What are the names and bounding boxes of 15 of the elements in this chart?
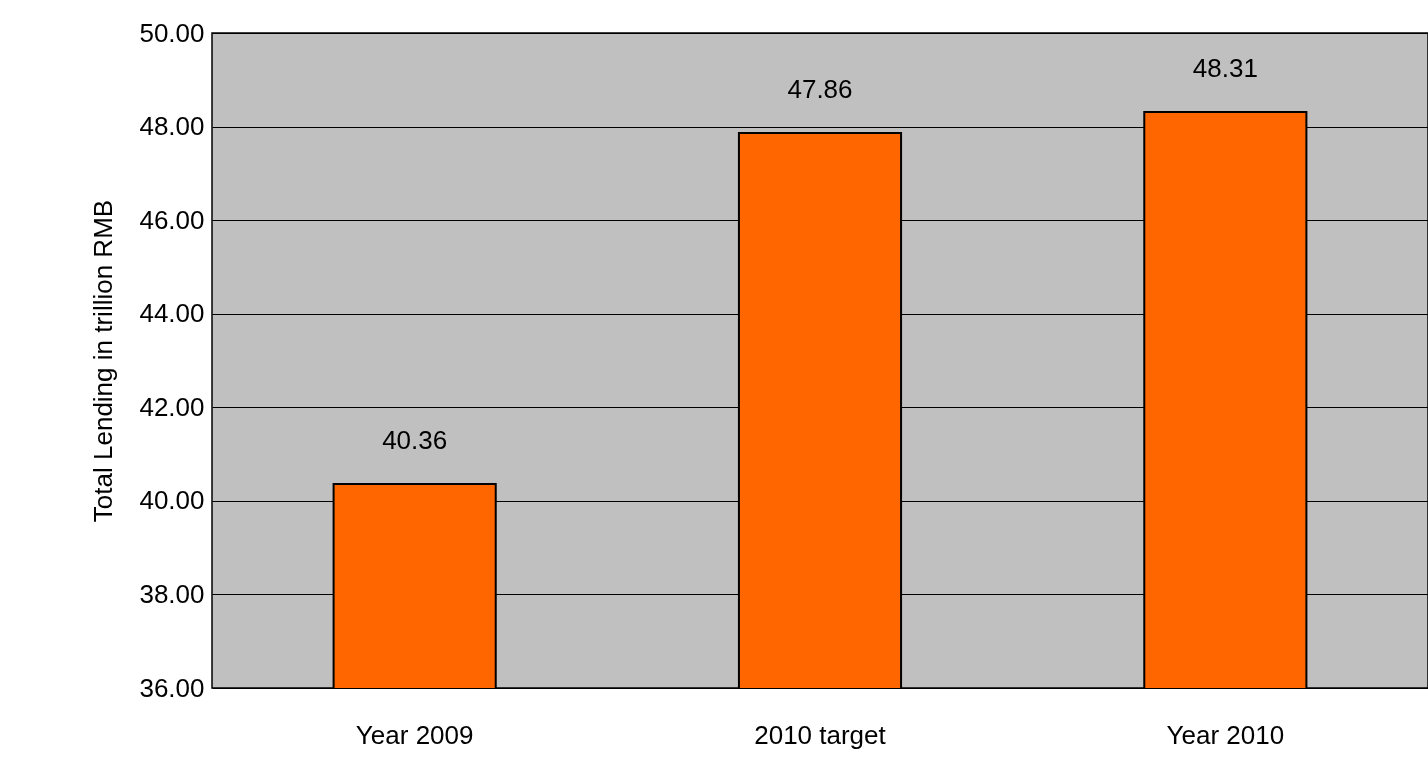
x-tick-label: Year 2009 (355, 719, 474, 750)
y-axis-title: Total Lending in trillion RMB (88, 199, 119, 523)
y-tick-label: 48.00 (139, 111, 205, 142)
data-label: 40.36 (382, 425, 448, 456)
data-label: 48.31 (1192, 53, 1258, 84)
y-tick-label: 36.00 (139, 672, 205, 703)
x-tick-label: Year 2010 (1166, 719, 1285, 750)
y-tick-label: 46.00 (139, 204, 205, 235)
y-tick-label: 42.00 (139, 391, 205, 422)
y-tick-label: 50.00 (139, 17, 205, 48)
x-tick-label: 2010 target (754, 719, 887, 750)
y-tick-label: 38.00 (139, 578, 205, 609)
data-label: 47.86 (787, 74, 853, 105)
y-tick-label: 40.00 (139, 485, 205, 516)
y-tick-label: 44.00 (139, 298, 205, 329)
